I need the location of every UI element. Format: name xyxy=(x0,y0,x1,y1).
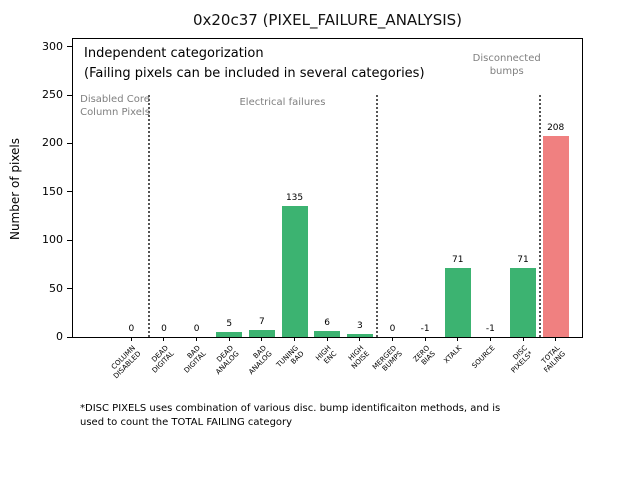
x-tick-label: HIGH NOISE xyxy=(344,344,371,371)
bar-value-label: 0 xyxy=(128,324,135,334)
bar-value-label: 208 xyxy=(547,122,565,133)
x-tick-label: ZERO BIAS xyxy=(411,344,436,369)
x-tick-label: BAD ANALOG xyxy=(241,344,273,376)
annotation-independent-categorization: Independent categorization xyxy=(84,46,264,61)
footnote: *DISC PIXELS uses combination of various… xyxy=(80,402,500,430)
x-tick-label: BAD DIGITAL xyxy=(177,344,208,375)
group-label: Disconnected bumps xyxy=(472,52,541,77)
bar xyxy=(510,268,537,337)
bar-value-label: 3 xyxy=(356,321,363,332)
x-tick-mark xyxy=(261,337,263,341)
bar-value-label: 71 xyxy=(517,255,529,266)
x-tick-label: TUNING BAD xyxy=(275,344,306,375)
x-tick-mark xyxy=(359,337,361,341)
group-label: Electrical failures xyxy=(239,97,326,109)
bar-value-label: -1 xyxy=(420,324,430,334)
x-tick-mark xyxy=(522,337,524,341)
y-axis-label: Number of pixels xyxy=(8,137,22,241)
x-tick-mark xyxy=(457,337,459,341)
y-tick-mark xyxy=(67,336,72,338)
separator-line xyxy=(147,95,150,337)
footnote-line-2: used to count the TOTAL FAILING category xyxy=(80,417,293,428)
bar xyxy=(444,268,471,337)
x-tick-label: XTALK xyxy=(442,344,463,365)
x-tick-label-line: SOURCE xyxy=(469,344,497,371)
x-tick-mark xyxy=(555,337,557,341)
y-tick-label: 200 xyxy=(42,136,63,150)
x-tick-mark xyxy=(163,337,165,341)
annotation-categorization-note: (Failing pixels can be included in sever… xyxy=(84,66,425,81)
footnote-line-1: *DISC PIXELS uses combination of various… xyxy=(80,403,501,414)
x-tick-label: MERGED BUMPS xyxy=(371,344,404,377)
chart-title: 0x20c37 (PIXEL_FAILURE_ANALYSIS) xyxy=(192,11,463,29)
x-tick-label: HIGH ENC xyxy=(314,344,338,368)
x-tick-mark xyxy=(326,337,328,341)
x-tick-label: TOTAL FAILING xyxy=(537,344,567,374)
y-tick-mark xyxy=(67,191,72,193)
x-tick-label: SOURCE xyxy=(470,344,496,370)
bar xyxy=(281,206,308,337)
bar-value-label: 0 xyxy=(161,324,167,334)
bar-value-label: -1 xyxy=(485,324,495,334)
bar xyxy=(346,334,373,337)
y-tick-label: 150 xyxy=(42,184,63,198)
x-tick-mark xyxy=(489,337,491,341)
y-tick-label: 100 xyxy=(42,233,63,247)
x-tick-mark xyxy=(196,337,198,341)
bar-value-label: 6 xyxy=(324,318,331,329)
y-tick-label: 250 xyxy=(42,88,63,102)
bar xyxy=(248,330,275,337)
x-tick-mark xyxy=(391,337,393,341)
y-tick-label: 300 xyxy=(42,39,63,53)
y-tick-mark xyxy=(67,239,72,241)
bar xyxy=(216,332,243,337)
bar xyxy=(542,135,569,337)
y-tick-mark xyxy=(67,288,72,290)
x-tick-mark xyxy=(294,337,296,341)
x-tick-mark xyxy=(424,337,426,341)
bar-value-label: 135 xyxy=(285,193,304,204)
y-tick-label: 50 xyxy=(49,281,63,295)
bar xyxy=(314,331,341,337)
x-tick-label: DEAD ANALOG xyxy=(208,344,240,376)
x-tick-label: DEAD DIGITAL xyxy=(145,344,175,375)
bar-value-label: 5 xyxy=(226,319,233,330)
group-label: Disabled Core Column Pixels xyxy=(80,94,150,119)
bar-value-label: 7 xyxy=(259,317,265,328)
separator-line xyxy=(376,95,379,337)
bar-value-label: 0 xyxy=(193,324,200,334)
y-tick-mark xyxy=(67,94,72,96)
x-tick-mark xyxy=(130,337,132,341)
y-tick-mark xyxy=(67,142,72,144)
separator-line xyxy=(539,95,542,337)
x-tick-mark xyxy=(228,337,230,341)
x-tick-label-line: XTALK xyxy=(442,344,464,365)
bar-value-label: 71 xyxy=(452,255,464,266)
y-tick-mark xyxy=(67,46,72,48)
x-tick-label: DISC PIXELS* xyxy=(504,344,534,375)
bar-value-label: 0 xyxy=(389,324,396,334)
y-tick-label: 0 xyxy=(56,330,63,343)
plot-area: 0 50 100 150 200 250 300 0 COLUMN DISABLED 0 DEAD DI… xyxy=(42,38,583,380)
x-tick-label: COLUMN DISABLED xyxy=(106,344,143,380)
